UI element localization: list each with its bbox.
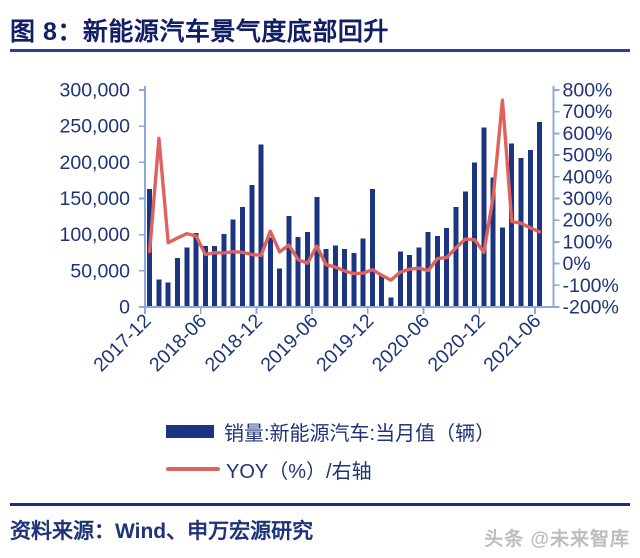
right-axis-label: 400%: [563, 166, 613, 188]
x-axis-label: 2019-12: [312, 310, 378, 376]
sales-bar: [174, 257, 180, 307]
sales-bar: [249, 184, 255, 307]
footer-divider: [10, 503, 630, 506]
sales-bar: [230, 219, 236, 307]
sales-bar: [212, 246, 218, 307]
watermark: 头条 @未来智库: [484, 529, 630, 550]
right-axis-label: -100%: [563, 275, 619, 297]
x-axis-label: 2018-06: [145, 310, 211, 376]
sales-bar: [193, 233, 199, 307]
source-note: 资料来源：Wind、申万宏源研究: [10, 520, 314, 543]
x-axis-label: 2021-06: [479, 310, 545, 376]
left-axis-label: 50,000: [70, 260, 130, 282]
sales-bar: [537, 121, 543, 308]
line-swatch: [166, 467, 220, 471]
sales-bar: [388, 297, 394, 307]
sales-bar: [490, 177, 496, 307]
left-axis-label: 150,000: [60, 188, 131, 210]
sales-bar: [416, 247, 422, 307]
title-rule: [10, 49, 630, 52]
sales-bar: [239, 207, 245, 307]
chart-canvas: 0 50,000 100,000 150,000 200,000 250,000 300,0…: [60, 80, 619, 377]
sales-bar: [332, 245, 338, 307]
right-axis-label: 600%: [563, 123, 613, 145]
right-axis-label: 0%: [563, 253, 591, 275]
right-axis-label: 500%: [563, 145, 613, 167]
sales-bar: [295, 236, 301, 307]
left-axis-label: 0: [119, 297, 130, 319]
sales-bar: [397, 251, 403, 307]
sales-bar: [184, 247, 190, 307]
sales-bar: [314, 197, 320, 307]
right-axis-label: -200%: [563, 297, 619, 319]
sales-bar: [472, 162, 478, 307]
legend-label-yoy: YOY（%）/右轴: [226, 460, 372, 483]
left-axis-label: 250,000: [60, 116, 131, 138]
left-axis-label: 300,000: [60, 80, 131, 102]
sales-bar: [509, 143, 515, 307]
legend: 销量:新能源汽车:当月值（辆） YOY（%）/右轴: [166, 417, 495, 493]
sales-bar: [369, 189, 375, 307]
right-axis-label: 200%: [563, 210, 613, 232]
x-axis-label: 2020-12: [424, 310, 490, 376]
x-axis-label: 2018-12: [201, 310, 267, 376]
sales-bar: [462, 191, 468, 307]
sales-bar: [481, 127, 487, 307]
sales-bar: [453, 207, 459, 307]
sales-bar: [323, 249, 329, 307]
sales-bar: [258, 144, 264, 307]
x-axis-label: 2019-06: [256, 310, 322, 376]
chart-area: 0 50,000 100,000 150,000 200,000 250,000 300,0…: [0, 60, 640, 400]
right-axis-label: 700%: [563, 101, 613, 123]
left-axis-label: 200,000: [60, 152, 131, 174]
sales-bar: [434, 236, 440, 307]
sales-bar: [342, 249, 348, 307]
sales-bar: [156, 279, 162, 307]
x-axis-label: 2017-12: [89, 310, 155, 376]
sales-bar: [518, 157, 524, 307]
sales-bar: [379, 275, 385, 307]
sales-bar: [351, 252, 357, 307]
legend-label-sales: 销量:新能源汽车:当月值（辆）: [224, 422, 496, 445]
right-axis-label: 300%: [563, 188, 613, 210]
sales-bar: [304, 231, 310, 307]
x-axis-label: 2020-06: [368, 310, 434, 376]
sales-bar: [221, 233, 227, 307]
sales-bar: [277, 268, 283, 307]
bar-swatch: [166, 424, 214, 438]
yoy-line: [147, 98, 542, 282]
legend-item-sales: 销量:新能源汽车:当月值（辆）: [166, 417, 495, 445]
legend-item-yoy: YOY（%）/右轴: [166, 455, 495, 483]
left-axis-label: 100,000: [60, 224, 131, 246]
sales-bar: [286, 215, 292, 307]
sales-bar: [165, 282, 171, 307]
figure-title: 图 8：新能源汽车景气度底部回升: [10, 18, 389, 46]
sales-bar: [202, 246, 208, 307]
sales-bar: [499, 227, 505, 307]
right-axis-label: 800%: [563, 80, 613, 102]
sales-bar: [444, 228, 450, 307]
sales-bar: [267, 237, 273, 307]
sales-bar: [407, 254, 413, 307]
right-axis-label: 100%: [563, 231, 613, 253]
